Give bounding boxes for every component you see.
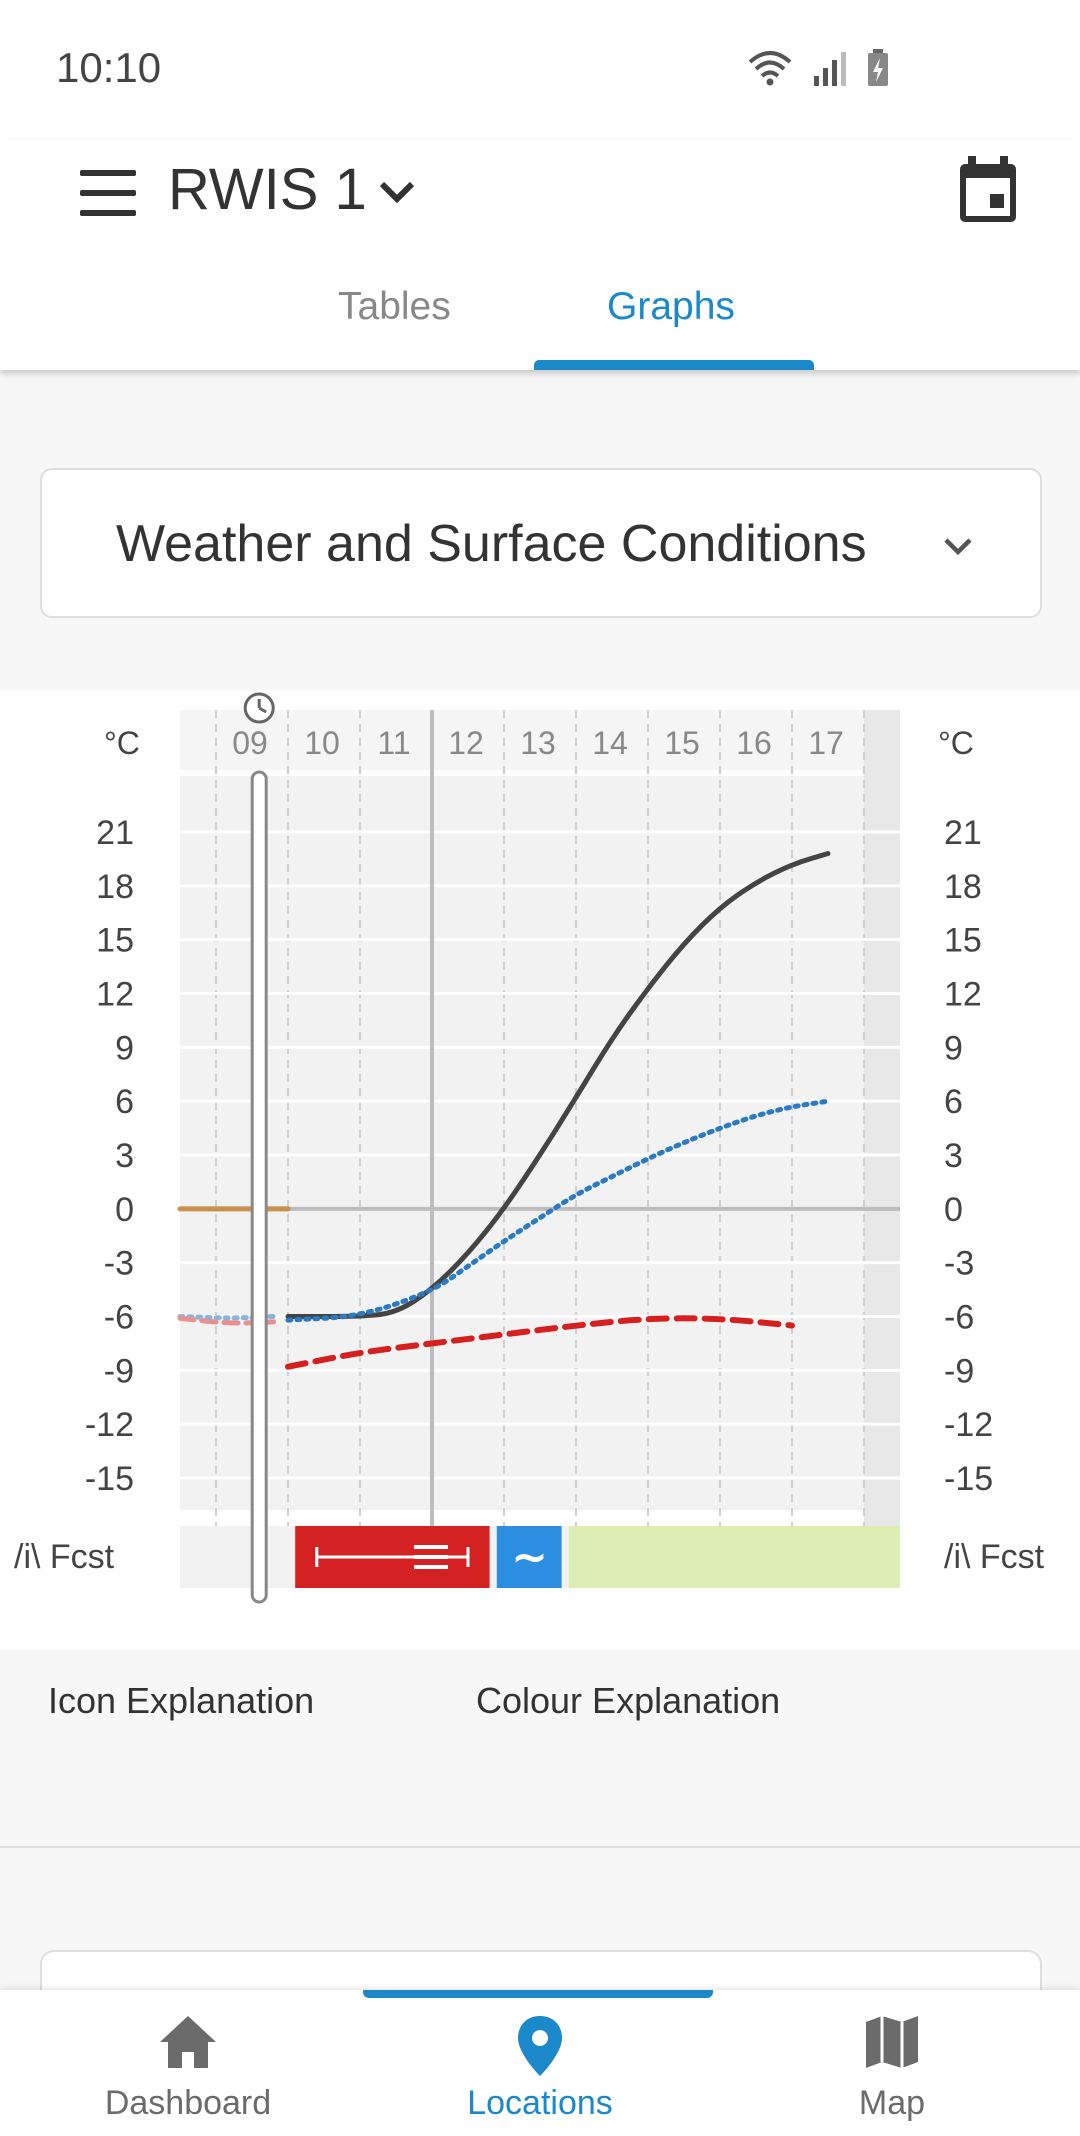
tab-indicator [534, 360, 814, 370]
y-tick-label-left: -12 [85, 1406, 134, 1444]
chevron-down-icon[interactable] [372, 168, 422, 218]
fcst-label-left: /i\ Fcst [14, 1538, 115, 1576]
y-unit-left: °C [104, 725, 140, 761]
icon-explanation-link[interactable]: Icon Explanation [48, 1680, 315, 1721]
y-tick-label-right: 0 [944, 1191, 963, 1229]
chart-series-line [285, 1098, 831, 1323]
y-tick-label-left: -6 [104, 1299, 134, 1337]
y-tick-label-right: 18 [944, 868, 982, 906]
x-tick-label: 11 [377, 725, 410, 761]
nav-map[interactable]: Map [762, 1990, 1022, 2136]
location-title[interactable]: RWIS 1 [168, 157, 367, 222]
section-dropdown[interactable]: Weather and Surface Conditions [40, 468, 1042, 618]
y-tick-label-left: 21 [96, 814, 134, 852]
y-tick-label-left: 3 [115, 1137, 134, 1175]
nav-locations[interactable]: Locations [410, 1990, 670, 2136]
time-slider-handle [250, 770, 268, 1604]
y-tick-label-right: 21 [944, 814, 982, 852]
nav-label-locations: Locations [467, 2084, 613, 2122]
signal-icon [814, 52, 846, 86]
y-tick-label-right: 3 [944, 1137, 963, 1175]
weather-chart: 09 10 11 12 13 14 15 16 17 21 21 18 18 15 15 12 12 9 9 6 6 3 3… [14, 692, 1045, 1604]
future-shade [864, 710, 900, 1570]
y-tick-label-right: -3 [944, 1245, 974, 1283]
chart-header-band [180, 710, 900, 770]
x-tick-label: 17 [808, 725, 844, 761]
wifi-icon [748, 51, 792, 86]
divider [0, 1846, 1080, 1848]
map-icon [866, 2016, 918, 2068]
y-tick-label-left: -9 [104, 1352, 134, 1390]
y-tick-label-left: -15 [85, 1460, 134, 1498]
condition-band-segment [568, 1526, 900, 1588]
x-tick-label: 13 [520, 725, 556, 761]
x-tick-label: 10 [304, 725, 340, 761]
y-tick-label-right: -15 [944, 1460, 993, 1498]
plot-background [180, 776, 900, 1510]
wet-tilde-icon: ~ [511, 1532, 548, 1583]
y-tick-label-right: 15 [944, 922, 982, 960]
y-tick-label-right: -6 [944, 1299, 974, 1337]
fcst-label-right: /i\ Fcst [944, 1538, 1045, 1576]
app-bar: RWIS 1 Tables Graphs [0, 140, 1080, 370]
section-title: Weather and Surface Conditions [116, 515, 867, 573]
y-unit-right: °C [938, 725, 974, 761]
y-tick-label-left: 12 [96, 976, 134, 1014]
x-tick-label: 09 [232, 725, 268, 761]
chart-series-line [285, 1315, 795, 1370]
y-tick-label-right: -9 [944, 1352, 974, 1390]
clock-icon [258, 706, 267, 714]
location-pin-icon [518, 2016, 562, 2076]
condition-band-segment [496, 1526, 562, 1588]
y-tick-label-left: 15 [96, 922, 134, 960]
y-tick-label-left: -3 [104, 1245, 134, 1283]
y-tick-label-left: 0 [115, 1191, 134, 1229]
x-tick-label: 14 [592, 725, 628, 761]
y-tick-label-right: 9 [944, 1029, 963, 1067]
bottom-nav: Dashboard Locations Map [0, 1990, 1080, 2136]
nav-label-map: Map [858, 2084, 926, 2122]
y-tick-label-right: 6 [944, 1083, 963, 1121]
nav-active-indicator [363, 1990, 713, 1998]
chart-series-line [285, 851, 831, 1319]
battery-charging-icon [868, 49, 888, 86]
y-tick-label-right: -12 [944, 1406, 993, 1444]
chart-series-line [177, 1315, 277, 1326]
status-bar: 10:10 [0, 0, 1080, 140]
home-icon [160, 2016, 216, 2068]
y-tick-label-left: 18 [96, 868, 134, 906]
y-tick-label-left: 9 [115, 1029, 134, 1067]
tab-tables[interactable]: Tables [338, 285, 451, 328]
status-icons [746, 48, 890, 88]
colour-explanation-link[interactable]: Colour Explanation [476, 1680, 781, 1721]
y-tick-label-left: 6 [115, 1083, 134, 1121]
menu-icon[interactable] [80, 170, 136, 220]
x-tick-label: 12 [448, 725, 484, 761]
nav-dashboard[interactable]: Dashboard [58, 1990, 318, 2136]
nav-label-dashboard: Dashboard [104, 2084, 272, 2122]
x-tick-label: 16 [736, 725, 772, 761]
status-time: 10:10 [56, 44, 162, 91]
x-tick-label: 15 [664, 725, 700, 761]
chevron-down-icon [944, 538, 972, 556]
y-tick-label-right: 12 [944, 976, 982, 1014]
calendar-icon[interactable] [956, 156, 1020, 226]
tab-graphs[interactable]: Graphs [607, 285, 735, 328]
